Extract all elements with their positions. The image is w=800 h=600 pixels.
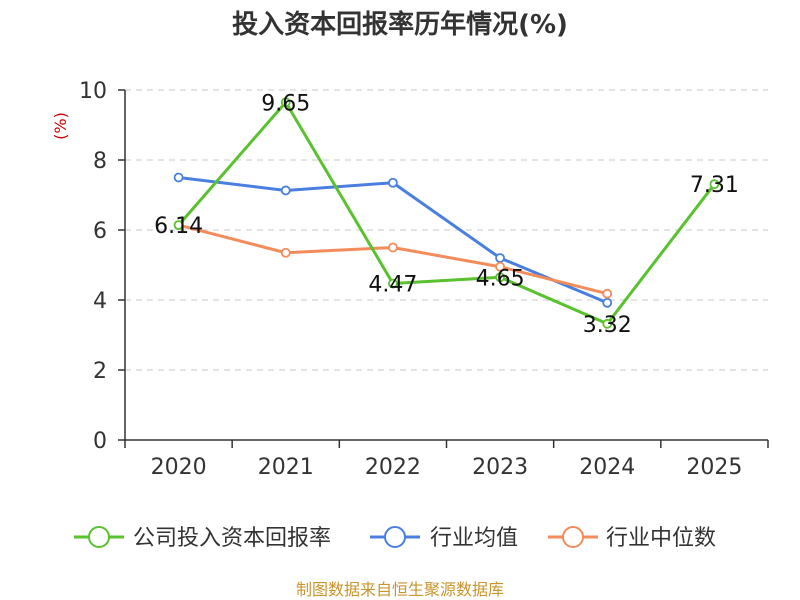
- legend-item-2[interactable]: 行业中位数: [548, 526, 716, 551]
- data-point-0-2024[interactable]: [602, 318, 613, 329]
- x-tick-label-2025: 2025: [686, 455, 742, 480]
- y-tick-label-6: 6: [93, 219, 107, 244]
- x-tick-label-2024: 2024: [579, 455, 635, 480]
- data-label-2021: 9.65: [261, 91, 310, 116]
- series-0: [173, 97, 720, 329]
- chart-title: 投入资本回报率历年情况(%): [232, 9, 568, 40]
- data-point-0-2021[interactable]: [280, 97, 291, 108]
- data-label-2025: 7.31: [690, 173, 739, 198]
- data-point-0-2022[interactable]: [388, 278, 398, 289]
- series-2: [173, 220, 613, 299]
- data-point-2-2021[interactable]: [280, 247, 291, 258]
- data-point-0-2023[interactable]: [495, 272, 505, 283]
- x-tick-label-2023: 2023: [472, 455, 528, 480]
- data-point-1-2023[interactable]: [495, 253, 505, 263]
- source-note: 制图数据来自恒生聚源数据库: [296, 580, 504, 599]
- y-tick-label-0: 0: [93, 429, 107, 454]
- y-tick-label-8: 8: [93, 149, 107, 174]
- x-tick-label-2022: 2022: [365, 455, 421, 480]
- data-label-2022: 4.47: [368, 273, 417, 298]
- legend-label-2: 行业中位数: [606, 526, 716, 551]
- data-point-1-2022[interactable]: [388, 177, 398, 188]
- data-point-2-2022[interactable]: [388, 242, 398, 253]
- legend-item-0[interactable]: 公司投入资本回报率: [74, 526, 331, 551]
- y-axis-unit: (%): [51, 112, 70, 140]
- data-label-2023: 4.65: [476, 266, 525, 291]
- legend-marker-0: [88, 526, 110, 548]
- x-tick-label-2020: 2020: [151, 455, 207, 480]
- data-point-2-2023[interactable]: [495, 261, 505, 272]
- series: [173, 97, 720, 329]
- data-point-2-2024[interactable]: [602, 288, 613, 299]
- series-line-0: [177, 100, 716, 326]
- y-tick-label-4: 4: [93, 289, 107, 314]
- data-point-0-2020[interactable]: [173, 220, 184, 231]
- data-labels: 6.14 9.65 4.47 4.65 3.32 7.31: [154, 91, 739, 338]
- data-point-1-2021[interactable]: [280, 185, 291, 196]
- data-point-1-2024[interactable]: [602, 297, 613, 308]
- legend-marker-2: [562, 526, 584, 548]
- data-point-1-2020[interactable]: [173, 172, 184, 183]
- series-1: [173, 172, 613, 308]
- data-point-0-2025[interactable]: [709, 179, 720, 190]
- data-label-2020: 6.14: [154, 214, 203, 239]
- legend[interactable]: 公司投入资本回报率 行业均值 行业中位数: [74, 526, 716, 551]
- axes: 0 2 4 6 8 10 2020 2021 2022 2023 2024 2025: [79, 79, 769, 480]
- legend-label-0: 公司投入资本回报率: [133, 526, 331, 551]
- grid: [125, 89, 768, 371]
- legend-item-1[interactable]: 行业均值: [370, 526, 518, 551]
- y-tick-label-2: 2: [93, 359, 107, 384]
- legend-label-1: 行业均值: [430, 526, 518, 551]
- x-tick-label-2021: 2021: [258, 455, 314, 480]
- legend-marker-1: [384, 526, 406, 548]
- y-tick-label-10: 10: [79, 79, 107, 104]
- data-label-2024: 3.32: [583, 313, 632, 338]
